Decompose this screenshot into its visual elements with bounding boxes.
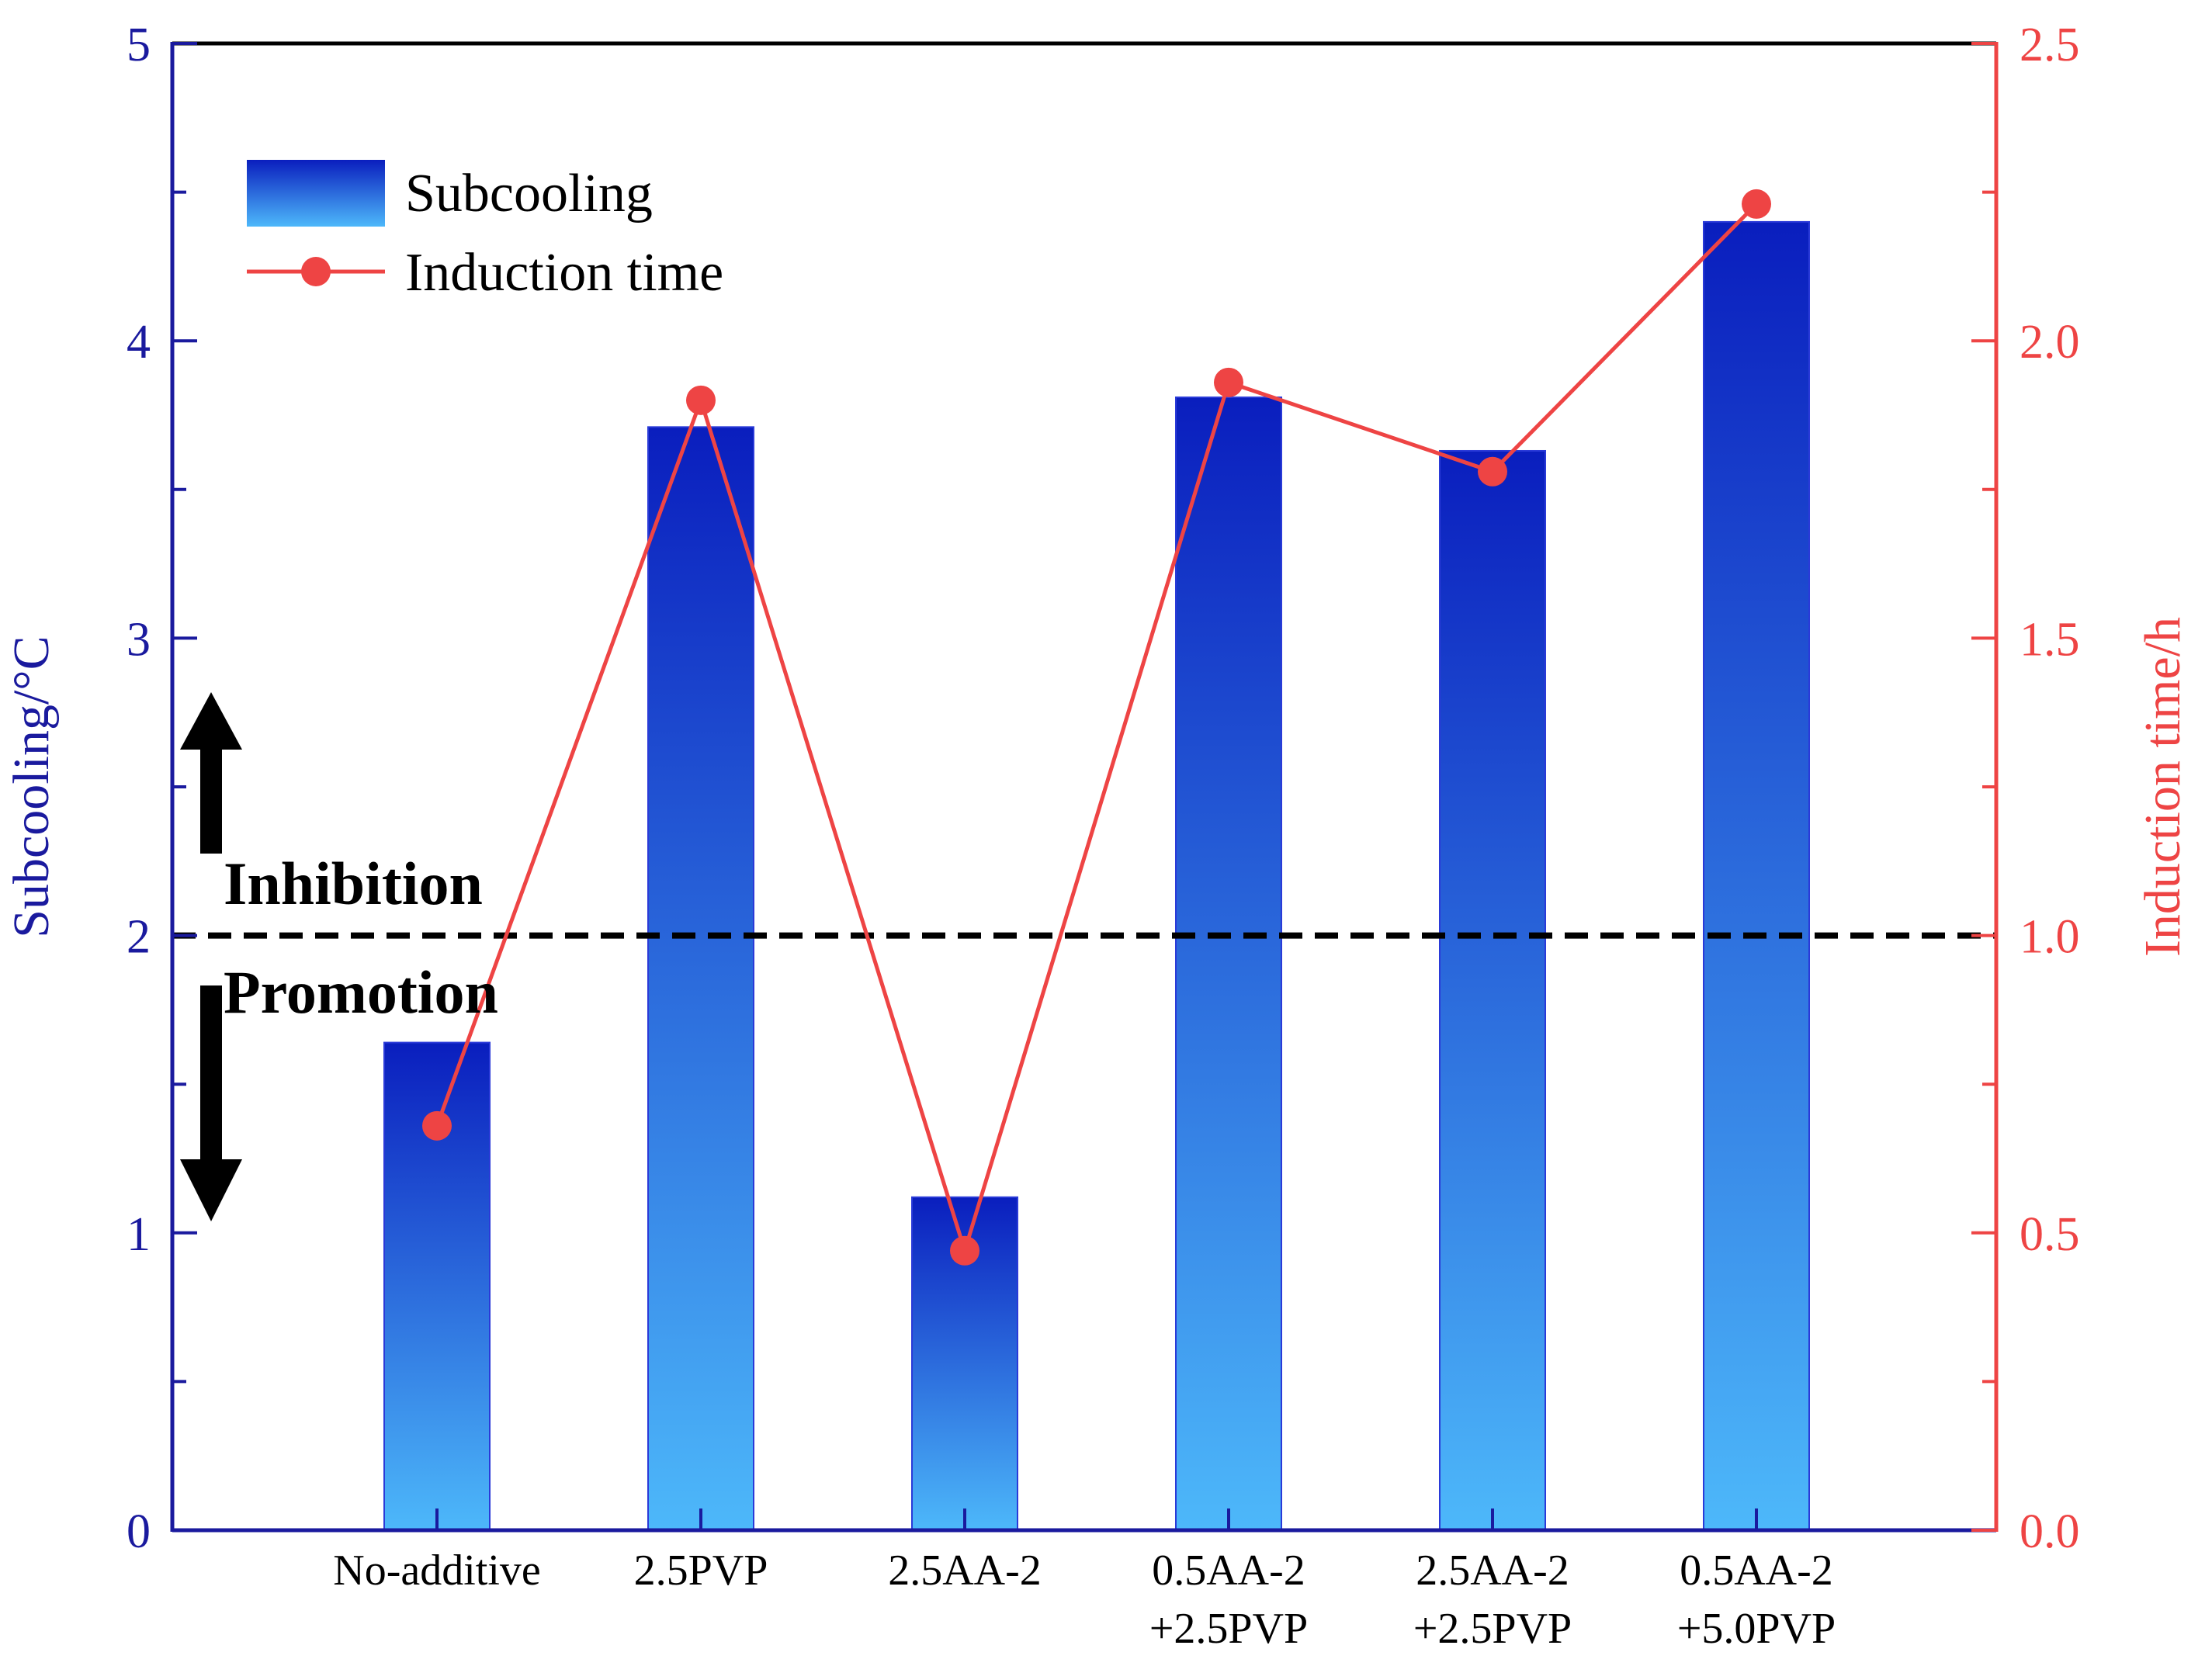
line-series: [422, 189, 1771, 1266]
category-label: 0.5AA-2: [1680, 1547, 1833, 1595]
right-tick-label: 0.5: [2020, 1208, 2080, 1261]
left-tick-label: 2: [127, 911, 151, 964]
induction-point-6: [1742, 189, 1771, 219]
induction-point-2: [686, 385, 716, 415]
induction-time-line: [435, 203, 1758, 1258]
bar-5: [1439, 449, 1546, 1531]
induction-point-4: [1214, 367, 1243, 397]
category-label: 2.5PVP: [634, 1547, 768, 1595]
right-tick-label: 2.5: [2020, 19, 2080, 71]
category-label: +5.0PVP: [1677, 1605, 1836, 1653]
promotion-label: Promotion: [224, 958, 498, 1026]
legend-marker-induction: [301, 257, 331, 286]
right-tick-label: 2.0: [2020, 316, 2080, 369]
left-tick-label: 0: [127, 1505, 151, 1558]
inhibition-label: Inhibition: [224, 850, 483, 917]
left-tick-label: 3: [127, 613, 151, 666]
category-label: 0.5AA-2: [1152, 1547, 1305, 1595]
category-label: +2.5PVP: [1149, 1605, 1308, 1653]
plot-frame: [172, 41, 1996, 1533]
left-tick-label: 1: [127, 1208, 151, 1261]
right-tick-label: 1.0: [2020, 911, 2080, 964]
right-tick-label: 0.0: [2020, 1505, 2080, 1558]
annotations: Inhibition Promotion: [180, 692, 498, 1221]
left-tick-label: 5: [127, 19, 151, 71]
left-axis: 0 1 2 3 4 5 Subcooling/°C: [3, 19, 197, 1558]
legend-swatch-subcooling: [247, 160, 385, 227]
induction-point-5: [1478, 456, 1507, 487]
right-axis: 0.0 0.5 1.0 1.5 2.0 2.5 Induction time/h: [1971, 19, 2191, 1558]
up-arrow-icon: [180, 692, 242, 854]
down-arrow-icon: [180, 985, 242, 1221]
category-label: +2.5PVP: [1413, 1605, 1572, 1653]
legend-label-induction: Induction time: [405, 243, 723, 303]
legend: Subcooling Induction time: [247, 160, 723, 303]
right-tick-label: 1.5: [2020, 613, 2080, 666]
bar-2: [647, 426, 754, 1531]
bar-4: [1175, 397, 1282, 1531]
category-label: 2.5AA-2: [888, 1547, 1042, 1595]
bar-6: [1703, 220, 1810, 1531]
x-axis: No-additive 2.5PVP 2.5AA-2 0.5AA-2 +2.5PVP 2.…: [333, 1508, 1836, 1653]
category-label: No-additive: [333, 1547, 540, 1595]
induction-point-3: [950, 1235, 979, 1266]
left-tick-label: 4: [127, 316, 151, 369]
left-axis-title: Subcooling/°C: [3, 636, 60, 937]
induction-point-1: [422, 1110, 452, 1141]
right-axis-title: Induction time/h: [2134, 617, 2191, 957]
legend-label-subcooling: Subcooling: [405, 164, 653, 223]
bar-series: [383, 220, 1810, 1532]
category-label: 2.5AA-2: [1416, 1547, 1569, 1595]
